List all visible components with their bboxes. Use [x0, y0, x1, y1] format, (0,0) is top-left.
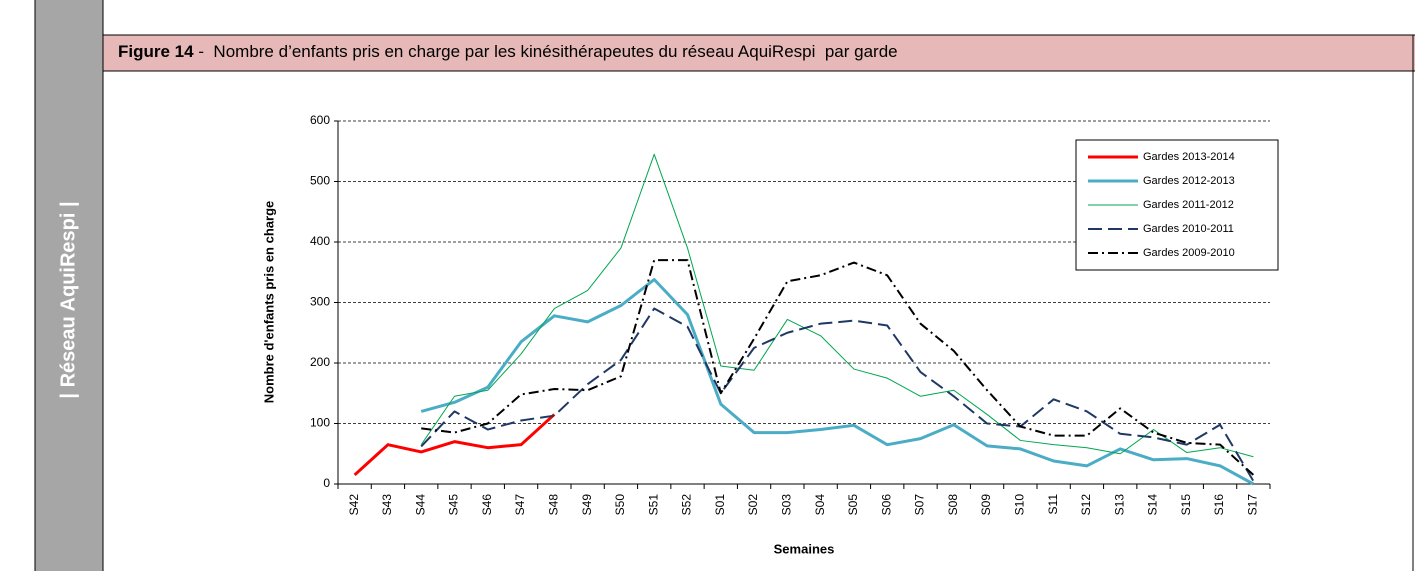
x-tick-label: S04: [813, 494, 827, 516]
x-tick-label: S52: [680, 494, 694, 516]
x-tick-label: S42: [347, 494, 361, 516]
y-tick-label: 100: [310, 416, 330, 430]
sidebar: [35, 0, 103, 571]
x-axis-label: Semaines: [774, 541, 835, 556]
legend-label: Gardes 2012-2013: [1143, 175, 1235, 187]
x-tick-label: S13: [1112, 494, 1126, 516]
series-line: [420, 153, 1254, 458]
x-tick-label: S47: [513, 494, 527, 516]
sidebar-text: | Réseau AquiRespi |: [57, 201, 79, 398]
x-tick-label: S45: [447, 494, 461, 516]
series-line: [420, 278, 1255, 486]
figure-label: Figure 14: [118, 42, 194, 61]
x-tick-label: S51: [646, 494, 660, 516]
x-tick-label: S15: [1179, 494, 1193, 516]
y-tick-label: 600: [310, 113, 330, 127]
x-tick-label: S12: [1079, 494, 1093, 516]
x-tick-label: S14: [1146, 494, 1160, 516]
series-line: [421, 259, 1255, 476]
header-title: Figure 14 - Nombre d’enfants pris en cha…: [118, 42, 898, 61]
y-axis-label: Nombre d'enfants pris en charge: [261, 201, 276, 403]
y-tick-label: 0: [323, 476, 330, 490]
x-tick-label: S06: [879, 494, 893, 516]
x-tick-label: S44: [413, 494, 427, 516]
series-line: [420, 307, 1255, 482]
x-tick-label: S10: [1013, 494, 1027, 516]
legend-label: Gardes 2009-2010: [1143, 247, 1235, 259]
x-tick-label: S43: [380, 494, 394, 516]
legend-label: Gardes 2013-2014: [1143, 151, 1235, 163]
x-tick-label: S01: [713, 494, 727, 516]
x-tick-label: S07: [913, 494, 927, 516]
y-tick-label: 400: [310, 234, 330, 248]
header-band: [103, 35, 1415, 71]
figure-title: - Nombre d’enfants pris en charge par le…: [194, 42, 898, 61]
x-tick-label: S50: [613, 494, 627, 516]
y-tick-label: 300: [310, 295, 330, 309]
x-tick-label: S16: [1212, 494, 1226, 516]
x-tick-label: S46: [480, 494, 494, 516]
x-tick-label: S17: [1246, 494, 1260, 516]
x-tick-label: S09: [979, 494, 993, 516]
series-line: [353, 413, 556, 477]
x-tick-label: S08: [946, 494, 960, 516]
x-tick-label: S05: [846, 494, 860, 516]
x-tick-label: S48: [547, 494, 561, 516]
legend-label: Gardes 2010-2011: [1143, 223, 1234, 235]
x-tick-label: S49: [580, 494, 594, 516]
x-tick-label: S11: [1046, 494, 1060, 515]
legend-label: Gardes 2011-2012: [1143, 199, 1234, 211]
x-tick-label: S02: [746, 494, 760, 516]
y-tick-label: 200: [310, 355, 330, 369]
x-tick-label: S03: [780, 494, 794, 516]
y-tick-label: 500: [310, 174, 330, 188]
